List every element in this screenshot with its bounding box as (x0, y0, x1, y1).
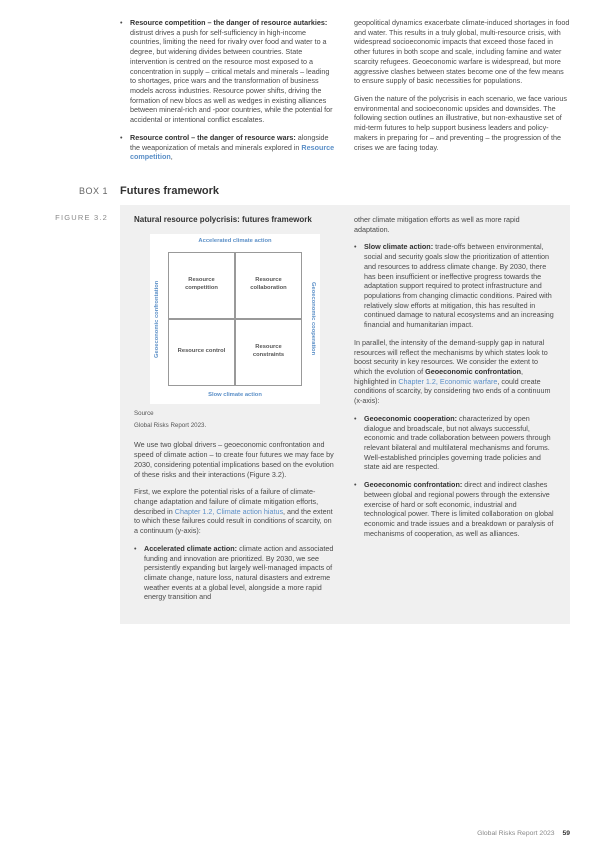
bullet-text: distrust drives a push for self-sufficie… (130, 28, 333, 124)
bullet-text: trade-offs between environmental, social… (364, 242, 554, 329)
left-margin-spacer (30, 18, 108, 170)
bullet-list: Geoeconomic cooperation: characterized b… (354, 414, 556, 539)
futures-quadrant-chart: Accelerated climate action Slow climate … (150, 234, 320, 404)
quadrant-grid: Resource competition Resource collaborat… (168, 252, 302, 386)
bullet-bold: Accelerated climate action: (144, 544, 237, 553)
paragraph: geopolitical dynamics exacerbate climate… (354, 18, 570, 86)
top-two-columns: Resource competition – the danger of res… (120, 18, 570, 170)
inline-link[interactable]: Chapter 1.2, Economic warfare (398, 377, 497, 386)
box-title-row: BOX 1 Futures framework (30, 184, 570, 199)
top-section: Resource competition – the danger of res… (30, 18, 570, 170)
page-number: 59 (562, 830, 570, 837)
box-right-column: other climate mitigation efforts as well… (354, 215, 556, 610)
inline-link[interactable]: Chapter 1.2, Climate action hiatus (175, 507, 283, 516)
list-item: Resource competition – the danger of res… (120, 18, 336, 125)
paragraph: In parallel, the intensity of the demand… (354, 338, 556, 406)
bullet-bold: Geoeconomic confrontation: (364, 480, 462, 489)
bullet-bold: Resource control – the danger of resourc… (130, 133, 296, 142)
paragraph: First, we explore the potential risks of… (134, 487, 336, 536)
bullet-bold: Resource competition – the danger of res… (130, 18, 327, 27)
gray-box: Natural resource polycrisis: futures fra… (120, 205, 570, 624)
quadrant-bottom-right: Resource constraints (235, 319, 302, 386)
chart-wrapper: Accelerated climate action Slow climate … (134, 234, 336, 404)
box-label: BOX 1 (30, 185, 108, 197)
bullet-text: , (171, 152, 173, 161)
box-title: Futures framework (120, 184, 219, 199)
bullet-bold: Slow climate action: (364, 242, 433, 251)
source-label: Source (134, 410, 336, 418)
figure-label: FIGURE 3.2 (30, 205, 108, 624)
subtitle: Natural resource polycrisis: futures fra… (134, 215, 336, 226)
quadrant-bottom-left: Resource control (168, 319, 235, 386)
source-text: Global Risks Report 2023. (134, 422, 336, 430)
list-item: Accelerated climate action: climate acti… (134, 544, 336, 602)
bullet-list: Resource competition – the danger of res… (120, 18, 336, 162)
box-left-column: Natural resource polycrisis: futures fra… (134, 215, 336, 610)
bold-term: Geoeconomic confrontation (425, 367, 521, 376)
paragraph: other climate mitigation efforts as well… (354, 215, 556, 234)
box-body-row: FIGURE 3.2 Natural resource polycrisis: … (30, 205, 570, 624)
bullet-list: Slow climate action: trade-offs between … (354, 242, 556, 329)
quadrant-top-right: Resource collaboration (235, 252, 302, 319)
list-item: Slow climate action: trade-offs between … (354, 242, 556, 329)
paragraph: We use two global drivers – geoeconomic … (134, 440, 336, 479)
list-item: Geoeconomic confrontation: direct and in… (354, 480, 556, 538)
top-left-column: Resource competition – the danger of res… (120, 18, 336, 170)
quadrant-top-left: Resource competition (168, 252, 235, 319)
axis-label-bottom: Slow climate action (150, 392, 320, 400)
paragraph: Given the nature of the polycrisis in ea… (354, 94, 570, 152)
bullet-bold: Geoeconomic cooperation: (364, 414, 457, 423)
top-right-column: geopolitical dynamics exacerbate climate… (354, 18, 570, 170)
bullet-list: Accelerated climate action: climate acti… (134, 544, 336, 602)
list-item: Geoeconomic cooperation: characterized b… (354, 414, 556, 472)
list-item: Resource control – the danger of resourc… (120, 133, 336, 162)
axis-label-top: Accelerated climate action (150, 238, 320, 246)
page: Resource competition – the danger of res… (0, 0, 600, 638)
axis-label-right: Geoeconomic cooperation (308, 234, 316, 404)
axis-label-left: Geoeconomic confrontation (154, 234, 162, 404)
footer-text: Global Risks Report 2023 (477, 830, 554, 837)
page-footer: Global Risks Report 2023 59 (477, 829, 570, 838)
